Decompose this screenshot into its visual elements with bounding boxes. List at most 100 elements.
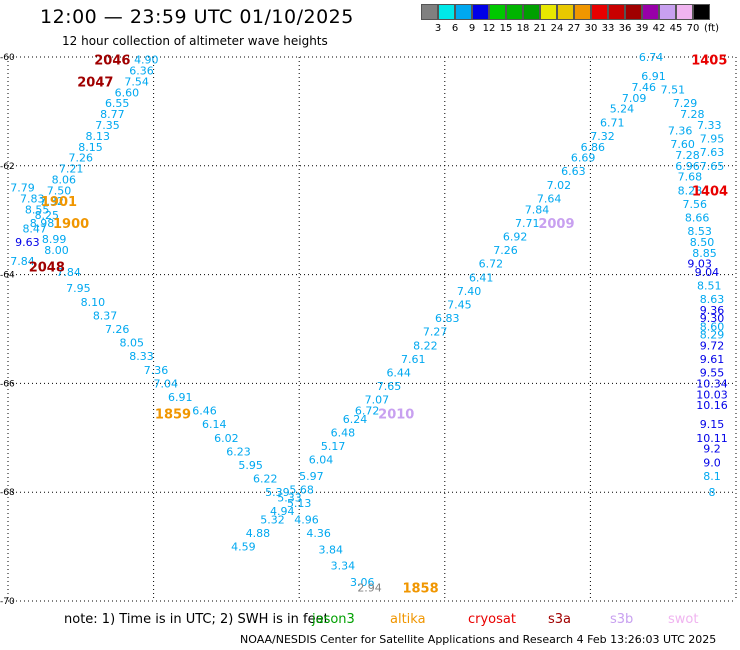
wave-height-value: 4.59 bbox=[231, 541, 256, 554]
wave-height-value: 6.36 bbox=[129, 65, 154, 78]
wave-height-value: 8.13 bbox=[86, 130, 111, 143]
satellite-legend-cryosat: cryosat bbox=[468, 612, 516, 627]
wave-height-value: 6.72 bbox=[355, 405, 380, 418]
wave-height-value: 6.14 bbox=[202, 418, 227, 431]
pass-time-label: 1858 bbox=[402, 581, 438, 596]
pass-time-label: 1900 bbox=[53, 217, 89, 232]
map-subtitle: 12 hour collection of altimeter wave hei… bbox=[62, 34, 328, 48]
wave-height-value: 5.68 bbox=[289, 483, 314, 496]
satellite-legend-s3a: s3a bbox=[548, 612, 572, 627]
wave-height-value: 8.55 bbox=[25, 203, 50, 216]
wave-height-value: 6.02 bbox=[214, 432, 239, 445]
satellite-legend-jason3: jason3 bbox=[312, 612, 355, 627]
scale-swatch bbox=[421, 4, 438, 20]
wave-height-value: 7.02 bbox=[547, 179, 572, 192]
wave-height-value: 9.55 bbox=[700, 367, 725, 380]
scale-label: 27 bbox=[567, 23, 581, 34]
wave-height-value: 7.32 bbox=[590, 130, 615, 143]
wave-height-value: 7.35 bbox=[95, 119, 120, 132]
wave-height-value: 7.40 bbox=[457, 285, 482, 298]
wave-height-value: 7.65 bbox=[700, 160, 725, 173]
wave-height-value: 6.44 bbox=[386, 367, 411, 380]
wave-height-value: 7.51 bbox=[661, 84, 686, 97]
wave-height-value: 7.65 bbox=[377, 380, 402, 393]
wave-height-value: 9.0 bbox=[703, 456, 721, 469]
scale-swatch bbox=[455, 4, 472, 20]
wave-height-value: 8.00 bbox=[44, 244, 69, 257]
scale-swatch bbox=[591, 4, 608, 20]
wave-height-map: -60-62-64-66-68-70-180-177-174-171-168-1… bbox=[0, 51, 737, 605]
latitude-label: -68 bbox=[0, 488, 15, 498]
credit-line: NOAA/NESDIS Center for Satellite Applica… bbox=[240, 633, 717, 646]
wave-height-value: 8.63 bbox=[700, 293, 725, 306]
wave-height-value: 6.91 bbox=[168, 391, 193, 404]
scale-swatch bbox=[642, 4, 659, 20]
wave-height-value: 8.50 bbox=[690, 236, 715, 249]
wave-height-value: 6.55 bbox=[105, 97, 130, 110]
pass-time-label: 1404 bbox=[692, 184, 728, 199]
pass-time-label: 1405 bbox=[691, 54, 727, 69]
wave-height-value: 7.26 bbox=[105, 323, 130, 336]
wave-height-value: 9.63 bbox=[15, 236, 40, 249]
map-grid bbox=[7, 56, 737, 602]
wave-height-value: 3.84 bbox=[318, 543, 343, 556]
wave-height-value: 3.34 bbox=[331, 560, 356, 573]
scale-swatch bbox=[438, 4, 455, 20]
wave-height-value: 6.04 bbox=[309, 454, 334, 467]
pass-time-label: 1859 bbox=[155, 407, 191, 422]
map-title: 12:00 — 23:59 UTC 01/10/2025 bbox=[40, 6, 354, 28]
wave-height-value: 7.46 bbox=[632, 81, 657, 94]
wave-height-value: 9.15 bbox=[700, 418, 725, 431]
wave-height-value: 6.63 bbox=[561, 165, 586, 178]
wave-height-value: 7.84 bbox=[56, 266, 81, 279]
wave-height-value: 7.28 bbox=[675, 149, 700, 162]
latitude-label: -66 bbox=[0, 379, 15, 389]
wave-height-value: 7.09 bbox=[622, 92, 647, 105]
wave-height-value: 7.54 bbox=[124, 75, 149, 88]
scale-label: 18 bbox=[516, 23, 530, 34]
scale-swatch bbox=[557, 4, 574, 20]
scale-swatch bbox=[506, 4, 523, 20]
wave-height-value: 6.92 bbox=[503, 231, 528, 244]
satellite-legend: jason3 altika cryosat s3a s3b swot bbox=[0, 612, 740, 628]
wave-height-value: 5.17 bbox=[321, 440, 346, 453]
wave-height-value: 7.63 bbox=[700, 146, 725, 159]
wave-height-value: 8.47 bbox=[22, 222, 47, 235]
wave-height-value: 7.50 bbox=[47, 184, 72, 197]
wave-height-value: 7.95 bbox=[700, 133, 725, 146]
wave-height-value: 4.94 bbox=[270, 505, 295, 518]
scale-label: 21 bbox=[533, 23, 547, 34]
wave-height-value: 6.60 bbox=[115, 86, 140, 99]
wave-height-value: 4.96 bbox=[294, 513, 319, 526]
wave-height-value: 8.1 bbox=[703, 470, 721, 483]
wave-height-value: 7.29 bbox=[673, 97, 698, 110]
wave-height-value: 8.53 bbox=[687, 225, 712, 238]
wave-height-value: 8.10 bbox=[81, 296, 106, 309]
wave-height-value: 6.91 bbox=[641, 70, 666, 83]
wave-height-value: 8.15 bbox=[78, 141, 103, 154]
satellite-legend-altika: altika bbox=[390, 612, 426, 627]
scale-swatch bbox=[523, 4, 540, 20]
wave-height-value: 9.36 bbox=[700, 304, 725, 317]
wave-height-value: 4.90 bbox=[134, 54, 159, 67]
wave-height-value: 10.03 bbox=[696, 388, 728, 401]
wave-height-value: 8.33 bbox=[129, 350, 154, 363]
scale-swatch bbox=[693, 4, 710, 20]
wave-height-value: 7.36 bbox=[668, 124, 693, 137]
wave-height-value: 5.39 bbox=[265, 486, 290, 499]
wave-height-value: 7.71 bbox=[515, 217, 540, 230]
wave-height-value: 7.64 bbox=[537, 192, 562, 205]
wave-height-value: 5.24 bbox=[610, 103, 635, 116]
wave-height-value: 10.11 bbox=[696, 432, 728, 445]
pass-time-labels: 2046 2047 1901 1900 2048 1859 1858 2010 2009 1405… bbox=[29, 54, 728, 597]
latitude-label: -64 bbox=[0, 271, 15, 281]
wave-height-value: 7.56 bbox=[682, 198, 707, 211]
wave-height-value: 3.06 bbox=[350, 576, 375, 589]
wave-height-value: 2.94 bbox=[357, 581, 382, 594]
wave-height-value: 6.46 bbox=[192, 405, 217, 418]
wave-height-value: 10.16 bbox=[696, 399, 728, 412]
wave-height-value: 7.26 bbox=[69, 152, 94, 165]
wave-height-value: 6.74 bbox=[639, 51, 664, 64]
wave-height-value: 6.72 bbox=[479, 258, 504, 271]
wave-height-value: 5.33 bbox=[277, 492, 302, 505]
